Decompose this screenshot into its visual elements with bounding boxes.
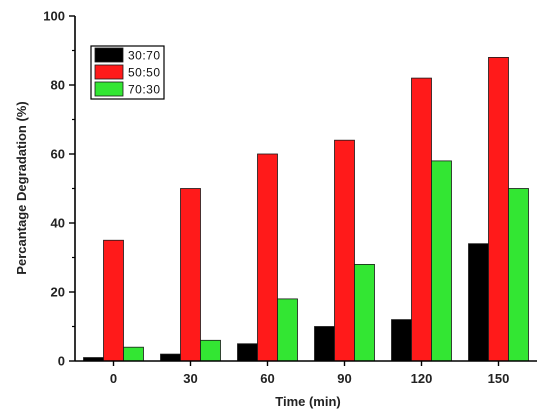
x-tick-label: 0 <box>110 371 117 386</box>
bar-30-70-30 <box>160 353 181 362</box>
legend-label-50-50: 50:50 <box>128 66 161 80</box>
legend-swatch-50-50 <box>94 64 124 80</box>
bar-50-50-90 <box>334 139 355 362</box>
legend-swatch-30-70 <box>94 47 124 63</box>
bar-70-30-30 <box>200 339 221 362</box>
bar-50-50-0 <box>103 239 124 362</box>
bar-70-30-60 <box>277 298 298 362</box>
bar-50-50-150 <box>488 57 509 362</box>
x-tick-label: 30 <box>183 371 197 386</box>
bar-70-30-90 <box>354 263 375 362</box>
x-axis-title: Time (min) <box>275 394 341 409</box>
y-tick-label: 20 <box>51 285 65 300</box>
bar-70-30-150 <box>508 188 529 362</box>
bar-70-30-0 <box>123 346 144 362</box>
bar-50-50-60 <box>257 153 278 362</box>
bar-70-30-120 <box>431 160 452 362</box>
bar-30-70-90 <box>314 326 335 362</box>
legend: 30:70 50:50 70:30 <box>90 45 165 100</box>
bar-30-70-60 <box>237 343 258 362</box>
bar-30-70-150 <box>468 243 489 362</box>
x-tick-label: 90 <box>337 371 351 386</box>
bars <box>83 57 529 362</box>
x-tick-label: 120 <box>411 371 433 386</box>
legend-label-30-70: 30:70 <box>128 49 161 63</box>
y-tick-label: 40 <box>51 216 65 231</box>
x-tick-label: 150 <box>488 371 510 386</box>
bar-30-70-120 <box>391 319 412 362</box>
y-tick-label: 80 <box>51 78 65 93</box>
y-tick-label: 0 <box>58 354 65 369</box>
x-tick-label: 60 <box>260 371 274 386</box>
axes: 0 20 40 60 80 100 0 30 60 90 120 150 <box>43 9 537 386</box>
legend-label-70-30: 70:30 <box>128 83 161 97</box>
bar-50-50-30 <box>180 188 201 362</box>
y-tick-label: 100 <box>43 9 65 24</box>
y-axis-title: Percantage Degradation (%) <box>14 101 29 274</box>
legend-swatch-70-30 <box>94 81 124 97</box>
bar-50-50-120 <box>411 77 432 362</box>
y-tick-label: 60 <box>51 147 65 162</box>
